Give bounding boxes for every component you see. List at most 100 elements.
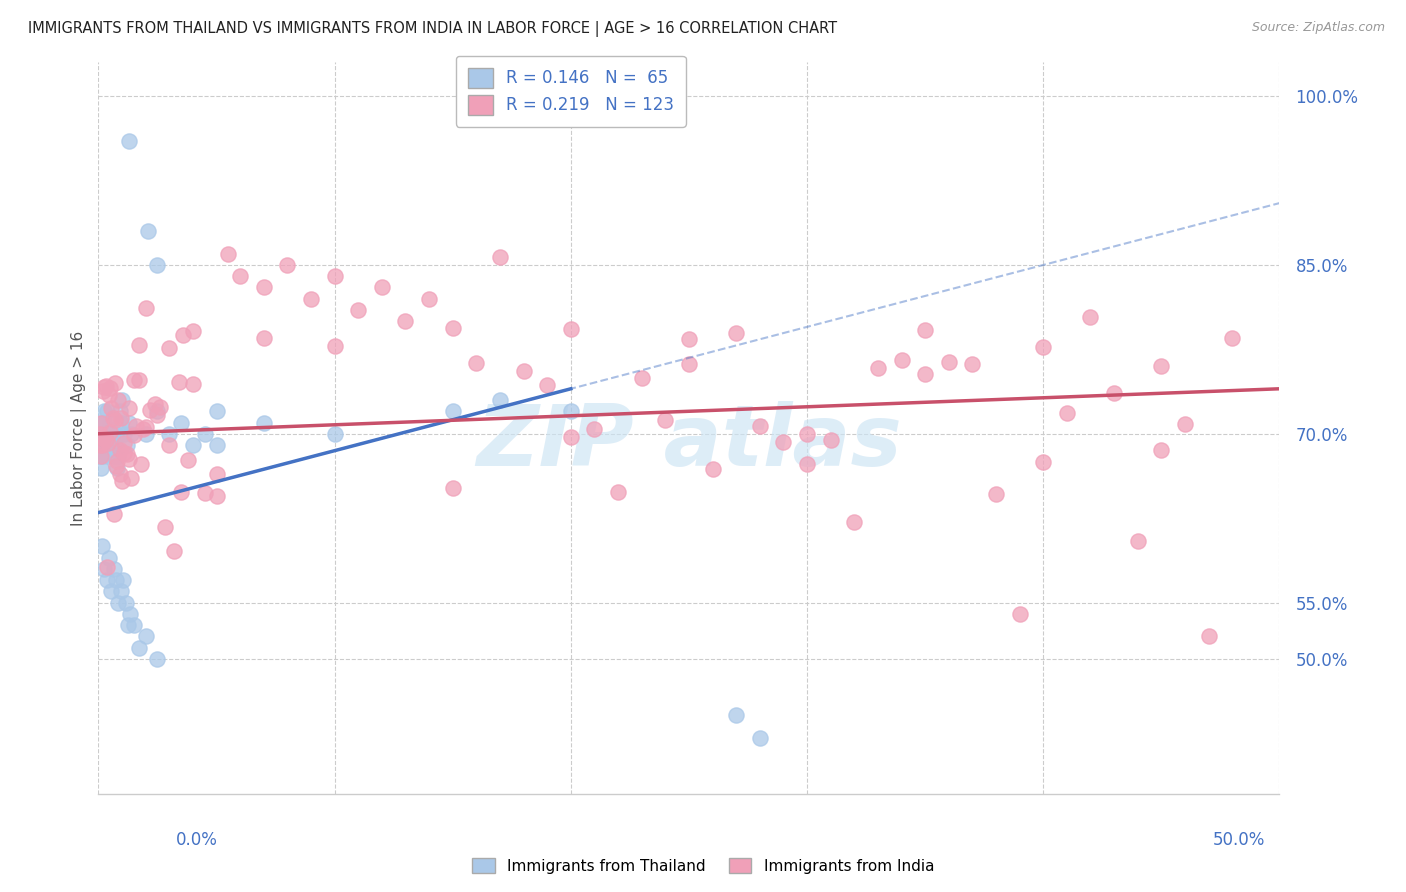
Point <box>108 467 131 482</box>
Point <box>1126 534 1149 549</box>
Point <box>796 427 818 442</box>
Point <box>91 384 114 398</box>
Point <box>91 539 114 553</box>
Point <box>418 292 440 306</box>
Point <box>105 426 128 441</box>
Point <box>1198 629 1220 643</box>
Point <box>93 380 115 394</box>
Point <box>136 224 159 238</box>
Point <box>678 357 700 371</box>
Point <box>167 376 190 390</box>
Point <box>1150 442 1173 457</box>
Point <box>299 292 322 306</box>
Point <box>89 426 111 441</box>
Point <box>100 438 122 452</box>
Point <box>748 419 770 434</box>
Point <box>103 507 125 521</box>
Point <box>441 481 464 495</box>
Point <box>103 450 125 464</box>
Point <box>205 404 228 418</box>
Point <box>90 450 112 464</box>
Point <box>98 381 121 395</box>
Point <box>132 422 155 436</box>
Point <box>105 460 128 475</box>
Point <box>748 731 770 745</box>
Point <box>914 368 936 382</box>
Point <box>96 404 118 418</box>
Point <box>96 559 118 574</box>
Point <box>91 438 114 452</box>
Point <box>91 430 114 444</box>
Point <box>177 453 200 467</box>
Point <box>371 280 394 294</box>
Text: 0.0%: 0.0% <box>176 831 218 849</box>
Point <box>108 442 131 457</box>
Point <box>93 562 115 576</box>
Point <box>89 426 111 441</box>
Point <box>90 460 112 475</box>
Point <box>118 416 141 430</box>
Point <box>253 416 276 430</box>
Point <box>146 652 169 666</box>
Point <box>121 471 143 485</box>
Point <box>143 397 166 411</box>
Point <box>170 484 193 499</box>
Point <box>170 416 193 430</box>
Point <box>146 408 169 422</box>
Point <box>89 438 111 452</box>
Point <box>678 332 700 346</box>
Point <box>844 516 866 530</box>
Point <box>96 573 118 587</box>
Point <box>118 134 141 148</box>
Point <box>91 416 114 430</box>
Point <box>229 269 252 284</box>
Point <box>105 573 128 587</box>
Point <box>163 544 186 558</box>
Point <box>1174 417 1197 432</box>
Point <box>120 607 142 621</box>
Point <box>115 438 138 452</box>
Point <box>607 485 630 500</box>
Point <box>108 404 131 418</box>
Point <box>93 404 115 418</box>
Point <box>253 331 276 345</box>
Point <box>323 339 346 353</box>
Point <box>121 426 143 441</box>
Point <box>323 269 346 284</box>
Point <box>105 454 128 468</box>
Y-axis label: In Labor Force | Age > 16: In Labor Force | Age > 16 <box>72 331 87 525</box>
Point <box>172 327 194 342</box>
Point <box>772 435 794 450</box>
Point <box>962 357 984 371</box>
Point <box>100 401 122 415</box>
Point <box>104 438 127 452</box>
Text: ZIP atlas: ZIP atlas <box>477 401 901 484</box>
Point <box>725 326 748 340</box>
Point <box>1220 331 1243 345</box>
Point <box>103 562 125 576</box>
Point <box>157 426 180 441</box>
Point <box>1150 359 1173 374</box>
Point <box>93 416 115 430</box>
Point <box>181 438 204 452</box>
Point <box>111 392 134 407</box>
Point <box>94 426 117 441</box>
Point <box>725 708 748 723</box>
Point <box>1032 340 1054 354</box>
Point <box>128 338 150 352</box>
Point <box>560 430 582 444</box>
Point <box>122 618 145 632</box>
Point <box>98 550 121 565</box>
Point <box>118 451 141 466</box>
Point <box>94 438 117 452</box>
Point <box>91 450 114 464</box>
Point <box>118 401 141 416</box>
Point <box>135 301 157 315</box>
Point <box>112 446 135 460</box>
Point <box>276 258 298 272</box>
Point <box>110 584 132 599</box>
Point <box>205 438 228 452</box>
Point <box>112 436 135 450</box>
Point <box>217 246 239 260</box>
Point <box>583 422 606 436</box>
